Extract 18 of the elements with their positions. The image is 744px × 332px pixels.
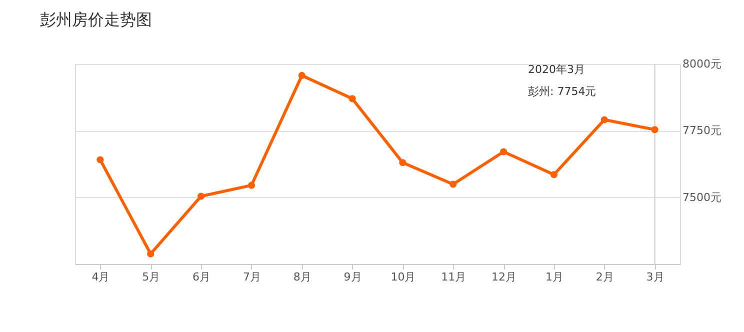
x-tick-label: 4月: [92, 270, 110, 284]
x-tick-label: 3月: [646, 270, 664, 284]
x-tick-label: 7月: [242, 270, 261, 284]
x-tick-label: 2月: [596, 270, 614, 284]
annotation: 2020年3月: [528, 63, 585, 76]
x-tick-label: 12月: [492, 270, 517, 284]
y-tick-label: 8000元: [682, 58, 722, 70]
x-tick-label: 10月: [390, 270, 416, 284]
chart-title: 彭州房价走势图: [40, 10, 152, 29]
y-tick-label: 7500元: [682, 190, 722, 204]
x-tick-label: 9月: [344, 270, 362, 284]
x-tick-label: 6月: [192, 270, 211, 284]
y-tick-label: 7750元: [682, 124, 722, 138]
x-tick-label: 11月: [441, 270, 466, 284]
x-tick-label: 5月: [142, 270, 160, 284]
annotation: 彭州: 7754元: [528, 85, 596, 98]
x-tick-label: 1月: [545, 270, 564, 284]
x-tick-label: 8月: [293, 270, 312, 284]
